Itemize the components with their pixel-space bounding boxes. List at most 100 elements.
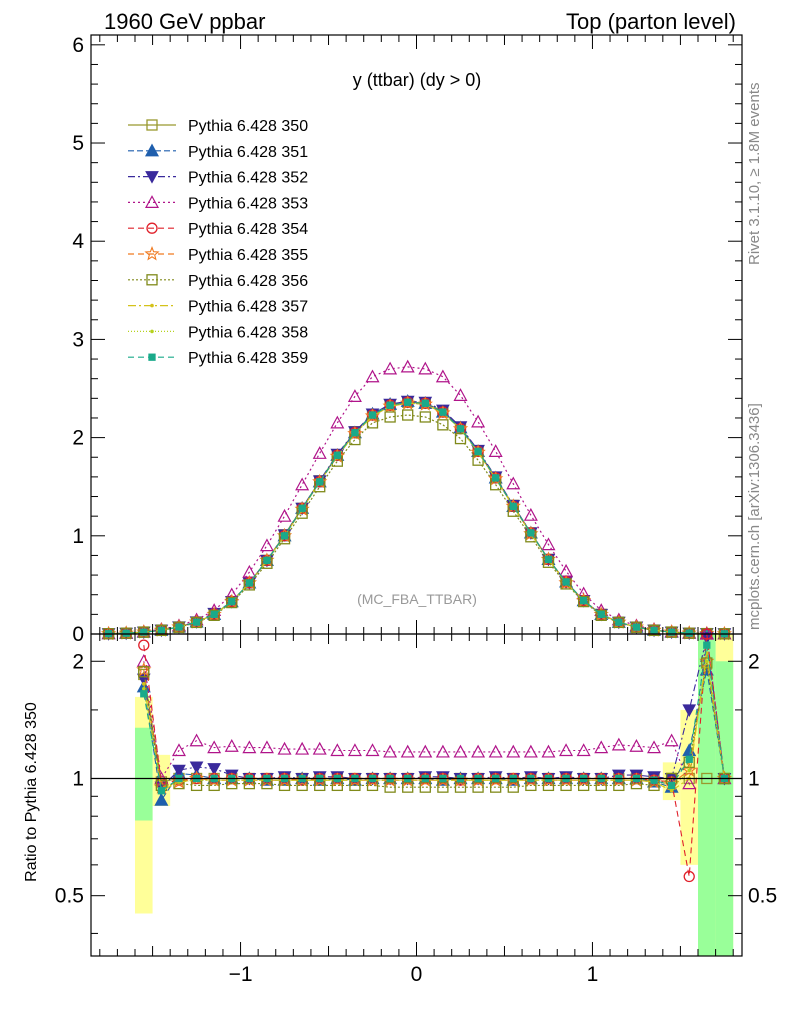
ratio-data-point <box>402 781 414 793</box>
main-data-point <box>330 415 345 429</box>
main-data-point <box>562 578 570 586</box>
ratio-data-point <box>141 682 146 686</box>
header-right: Top (parton level) <box>566 9 736 34</box>
legend-marker <box>146 119 158 131</box>
ratio-data-point <box>594 740 609 754</box>
ratio-data-point <box>400 744 415 758</box>
main-data-point <box>454 432 467 445</box>
main-data-point <box>347 425 363 441</box>
main-data-point <box>437 419 449 431</box>
axes: 0 1 2 3 4 5 6 −1 0 1 0.5 0.5 1 1 2 2 <box>55 34 777 986</box>
ratio-data-point <box>629 738 644 752</box>
main-data-point <box>173 621 185 633</box>
ratio-data-point <box>295 741 310 755</box>
legend-label: Pythia 6.428 351 <box>188 144 308 161</box>
legend-label: Pythia 6.428 357 <box>188 299 308 316</box>
main-data-point <box>488 444 503 457</box>
main-data-point <box>471 414 486 428</box>
ratio-series-line <box>143 661 725 790</box>
ratio-data-point <box>277 741 292 755</box>
legend-marker <box>146 274 158 286</box>
ratio-series-line <box>143 645 725 792</box>
ratio-data-point <box>490 781 502 793</box>
ratio-data-point <box>523 744 538 758</box>
legend-entry: Pythia 6.428 351 <box>128 143 308 161</box>
ratio-data-point <box>650 776 658 784</box>
ratio-data-point <box>471 744 486 758</box>
ratio-data-point <box>224 738 239 752</box>
ratio-band-green <box>134 727 153 821</box>
ratio-data-point <box>576 743 591 757</box>
ratio-data-point <box>437 781 449 793</box>
ratio-y-tick-label: 1 <box>72 767 84 790</box>
ratio-data-point <box>472 781 484 793</box>
legend-marker <box>148 353 156 361</box>
main-data-point <box>347 389 362 402</box>
legend-label: Pythia 6.428 355 <box>188 247 308 264</box>
rivet-label: Rivet 3.1.10, ≥ 1.8M events <box>746 83 763 266</box>
ratio-data-point <box>507 781 519 793</box>
ratio-series-line <box>143 637 725 789</box>
x-tick-label: 1 <box>587 963 599 986</box>
main-data-point <box>384 411 396 423</box>
ratio-data-point <box>384 781 396 793</box>
ratio-series-line <box>143 652 725 792</box>
main-data-point <box>277 508 292 522</box>
main-data-point <box>418 361 433 375</box>
main-data-point <box>208 609 220 621</box>
main-data-point <box>351 429 359 437</box>
main-data-point <box>435 369 450 383</box>
ratio-data-point <box>682 704 697 717</box>
main-data-point <box>577 595 590 608</box>
main-data-point <box>509 502 517 510</box>
ratio-data-point <box>259 740 274 754</box>
ratio-data-point <box>347 743 362 757</box>
legend-label: Pythia 6.428 352 <box>188 170 308 187</box>
ratio-band-green <box>698 634 716 956</box>
ratio-data-point <box>611 737 626 751</box>
ratio-data-point <box>138 666 150 678</box>
ratio-series-line <box>143 633 725 786</box>
main-data-point <box>527 529 535 537</box>
legend-marker <box>150 329 154 334</box>
legend-entry: Pythia 6.428 350 <box>128 118 308 135</box>
legend-marker <box>146 222 158 234</box>
ratio-data-point <box>682 776 697 790</box>
legend-label: Pythia 6.428 356 <box>188 273 308 290</box>
main-data-point <box>595 609 607 621</box>
main-data-point <box>404 398 412 406</box>
ratio-uncertainty-bands <box>134 634 734 956</box>
ratio-y-tick-label-right: 1 <box>748 767 760 790</box>
ratio-data-point <box>140 690 148 698</box>
ratio-data-point <box>189 733 204 747</box>
main-data-point <box>632 623 641 631</box>
ratio-panel-series <box>136 626 733 883</box>
ratio-band-green <box>715 661 734 956</box>
ratio-data-point <box>685 755 693 763</box>
main-y-tick-label: 4 <box>72 230 84 253</box>
ratio-y-tick-label-right: 0.5 <box>748 885 777 908</box>
legend-label: Pythia 6.428 353 <box>188 195 308 212</box>
main-data-point <box>280 532 289 540</box>
mcplots-label: mcplots.cern.ch [arXiv:1306.3436] <box>746 403 763 630</box>
ratio-data-point <box>172 764 186 778</box>
ratio-data-point <box>138 639 150 651</box>
ratio-data-point <box>141 686 146 691</box>
main-data-point <box>157 626 166 634</box>
main-data-point <box>329 448 345 463</box>
main-data-point <box>453 388 468 401</box>
main-data-point <box>190 616 203 629</box>
legend-entry: Pythia 6.428 359 <box>128 350 308 367</box>
legend-entry: Pythia 6.428 357 <box>128 299 308 316</box>
ratio-series-line <box>143 674 725 783</box>
x-tick-label: 0 <box>411 963 423 986</box>
main-data-point <box>506 476 521 490</box>
main-data-point <box>210 610 218 619</box>
main-data-point <box>175 623 183 631</box>
ratio-data-point <box>541 744 556 758</box>
main-data-point <box>559 563 574 577</box>
ratio-data-point <box>207 740 222 754</box>
main-data-point <box>488 470 504 486</box>
main-data-point <box>294 501 310 516</box>
main-data-point <box>419 411 431 423</box>
